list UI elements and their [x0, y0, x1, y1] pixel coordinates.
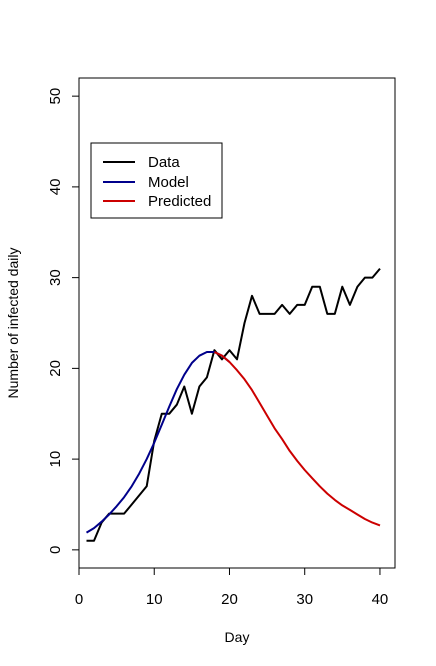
y-tick-label: 0 — [47, 546, 64, 554]
legend-label-predicted: Predicted — [148, 193, 211, 210]
y-tick-label: 40 — [47, 179, 64, 196]
y-tick-label: 50 — [47, 88, 64, 105]
x-tick-label: 10 — [146, 591, 163, 608]
y-tick-label: 10 — [47, 451, 64, 468]
x-axis-label: Day — [225, 629, 250, 645]
x-tick-label: 20 — [221, 591, 238, 608]
x-axis: 0 10 20 30 40 — [75, 567, 389, 608]
legend-label-model: Model — [148, 174, 189, 191]
y-axis-label: Number of infected daily — [5, 248, 21, 399]
x-tick-label: 40 — [372, 591, 389, 608]
series-line-model — [85, 351, 231, 534]
x-tick-label: 30 — [296, 591, 313, 608]
x-tick-label: 0 — [75, 591, 83, 608]
series-line-predicted — [213, 351, 381, 527]
series-layer — [85, 267, 381, 542]
y-tick-label: 30 — [47, 269, 64, 286]
legend: Data Model Predicted — [90, 142, 223, 219]
legend-label-data: Data — [148, 154, 180, 171]
series-line-data — [86, 267, 381, 542]
y-axis: 0 10 20 30 40 50 — [47, 88, 80, 554]
y-tick-label: 20 — [47, 360, 64, 377]
legend-box — [90, 142, 223, 219]
